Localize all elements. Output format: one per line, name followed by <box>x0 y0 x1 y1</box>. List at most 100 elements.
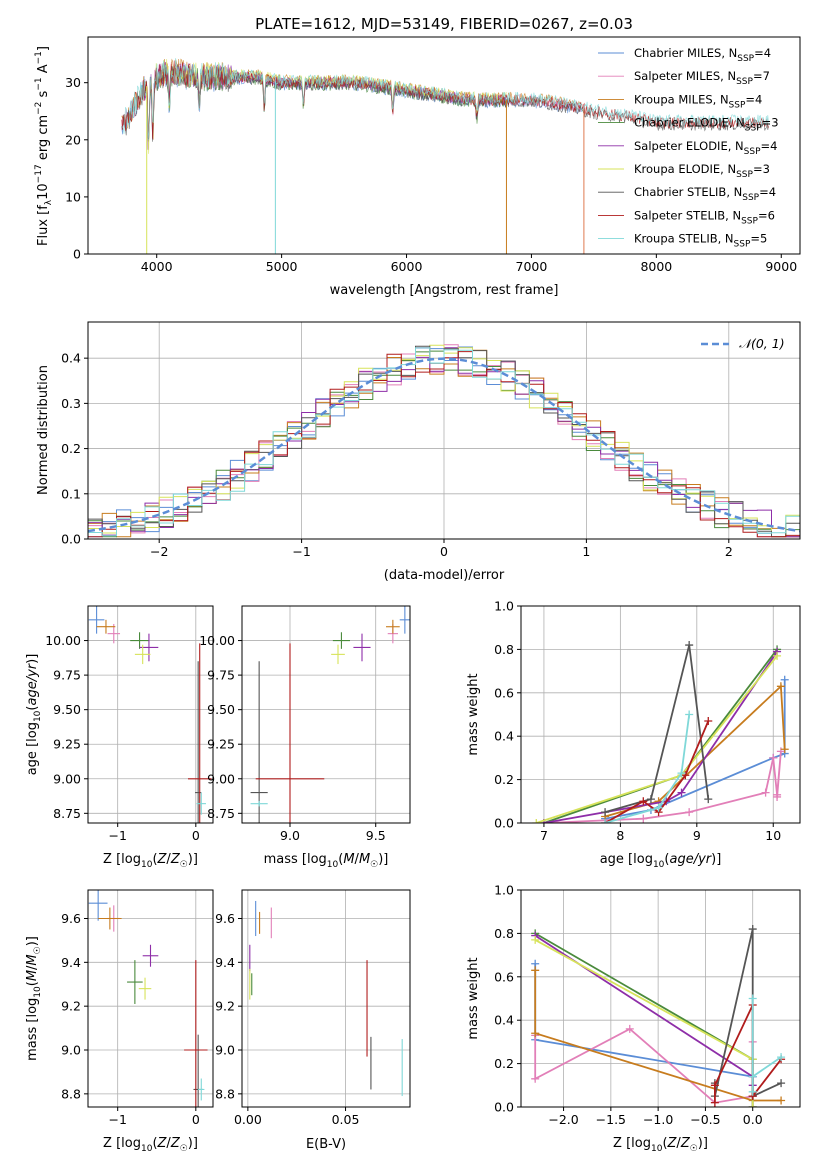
y-tick-label: 8.8 <box>61 1086 81 1101</box>
x-tick-label: −1 <box>108 828 126 843</box>
label-part: −17 <box>34 164 44 183</box>
normal-reference-curve <box>88 357 800 533</box>
x-tick-label: 9.0 <box>280 828 300 843</box>
weight-line <box>604 684 786 818</box>
x-tick-label: 10 <box>765 828 781 843</box>
error-bar-point <box>96 619 116 634</box>
y-tick-label: 30 <box>65 75 81 90</box>
x-axis-label: mass [log10(M/M☉)] <box>264 852 389 870</box>
label-part: ☉ <box>370 860 378 870</box>
x-tick-label: 0 <box>440 544 448 559</box>
weight-marker <box>677 769 686 778</box>
label-part: SSP <box>744 147 761 157</box>
x-axis-label: Z [log10(Z/Z☉)] <box>613 1136 708 1154</box>
weight-marker <box>639 797 648 806</box>
y-tick-label: 20 <box>65 132 81 147</box>
label-part: Flux [f <box>36 205 51 246</box>
label-part: Salpeter ELODIE, N <box>634 139 744 153</box>
weight-marker <box>777 1096 786 1105</box>
weight-marker <box>601 819 610 823</box>
label-part: λ <box>44 199 54 205</box>
weight-marker <box>773 651 782 660</box>
label-part: 10 <box>141 860 153 870</box>
plot-area <box>250 606 410 823</box>
x-tick-label: −2.0 <box>548 1112 578 1127</box>
y-tick-label: 9.2 <box>215 999 235 1014</box>
weight-marker <box>704 795 713 804</box>
error-bar-point <box>134 644 151 665</box>
error-bar-point <box>88 606 105 634</box>
residual-histogram <box>88 347 800 537</box>
label-part: )] <box>188 1136 198 1151</box>
y-tick-label: 0.8 <box>494 926 514 941</box>
y-tick-label: 9.50 <box>207 702 235 717</box>
x-tick-label: 9 <box>693 828 701 843</box>
label-part: Chabrier MILES, N <box>634 46 737 60</box>
error-bar-point <box>386 619 400 634</box>
label-part: M <box>359 852 370 867</box>
label-part: M <box>25 970 40 981</box>
legend-label: Kroupa ELODIE, NSSP=3 <box>634 162 770 180</box>
weight-line <box>534 939 754 1107</box>
axes-frame <box>520 889 801 1108</box>
y-tick-label: 0 <box>73 247 81 262</box>
x-axis-label: (data-model)/error <box>384 568 505 583</box>
label-part: )] <box>698 1136 708 1151</box>
label-part: mass [log <box>25 998 40 1061</box>
x-tick-label: 7000 <box>516 259 548 274</box>
label-part: −1 <box>34 51 44 64</box>
weight-line <box>604 679 786 820</box>
error-bar-point <box>198 1078 205 1101</box>
label-part: −2 <box>34 102 44 115</box>
error-bar-point <box>332 632 350 649</box>
x-tick-label: 1 <box>582 544 590 559</box>
figure-title: PLATE=1612, MJD=53149, FIBERID=0267, z=0… <box>255 15 633 33</box>
x-tick-label: 4000 <box>141 259 173 274</box>
y-axis-label: mass weight <box>466 957 481 1039</box>
y-tick-label: 9.2 <box>61 999 81 1014</box>
label-part: Z <box>157 852 168 867</box>
x-axis-label: wavelength [Angstrom, rest frame] <box>330 283 559 298</box>
legend-label: 𝒩(0, 1) <box>739 336 785 351</box>
y-tick-label: 0.4 <box>61 351 81 366</box>
error-bar-point <box>88 890 108 921</box>
axes-frame <box>87 36 801 255</box>
label-part: Z [log <box>613 1136 651 1151</box>
label-part: 10 <box>36 183 51 200</box>
label-part: Salpeter STELIB, N <box>634 208 741 222</box>
label-part: Z <box>170 1136 181 1151</box>
y-tick-label: 9.25 <box>53 737 81 752</box>
label-part: ( <box>25 706 40 711</box>
label-part: =7 <box>753 69 770 83</box>
y-axis-label: mass [log10(M/M☉)] <box>25 936 43 1061</box>
weight-marker <box>748 925 757 934</box>
x-axis-label: Z [log10(Z/Z☉)] <box>103 1136 198 1154</box>
label-part: )] <box>25 654 40 664</box>
y-tick-label: 9.75 <box>207 668 235 683</box>
y-axis-label: Normed distribution <box>36 365 51 495</box>
y-tick-label: 9.4 <box>61 955 81 970</box>
x-axis-label: age [log10(age/yr)] <box>600 852 722 870</box>
weight-line <box>751 998 782 1092</box>
label-part: =4 <box>759 185 776 199</box>
label-part: ☉ <box>180 1144 188 1154</box>
axes-mass_vs_Z: −1 08.89.09.29.49.6Z [log10(Z/Z☉)]mass [l… <box>25 889 214 1154</box>
label-part: Kroupa ELODIE, N <box>634 162 736 176</box>
weight-marker <box>601 808 610 817</box>
plot-area <box>249 900 403 1097</box>
x-axis-label: E(B-V) <box>306 1137 346 1152</box>
label-part: )] <box>378 852 388 867</box>
error-bar-point <box>255 643 325 823</box>
weight-line <box>534 970 782 1102</box>
axes-mass_vs_ebv: 0.00 0.05 8.8 9.0 9.2 9.4 9.6 E(B-V) <box>215 889 411 1152</box>
label-part: Z <box>680 1136 691 1151</box>
label-part: =3 <box>762 116 779 130</box>
x-tick-label: 6000 <box>391 259 423 274</box>
label-part: / <box>676 1136 681 1151</box>
x-tick-label: 8000 <box>640 259 672 274</box>
axes-spectrum: 4000 5000 6000 7000 8000 9000 0 10 20 30 wavelengt… <box>34 36 801 298</box>
legend-label: Salpeter STELIB, NSSP=6 <box>634 208 775 226</box>
